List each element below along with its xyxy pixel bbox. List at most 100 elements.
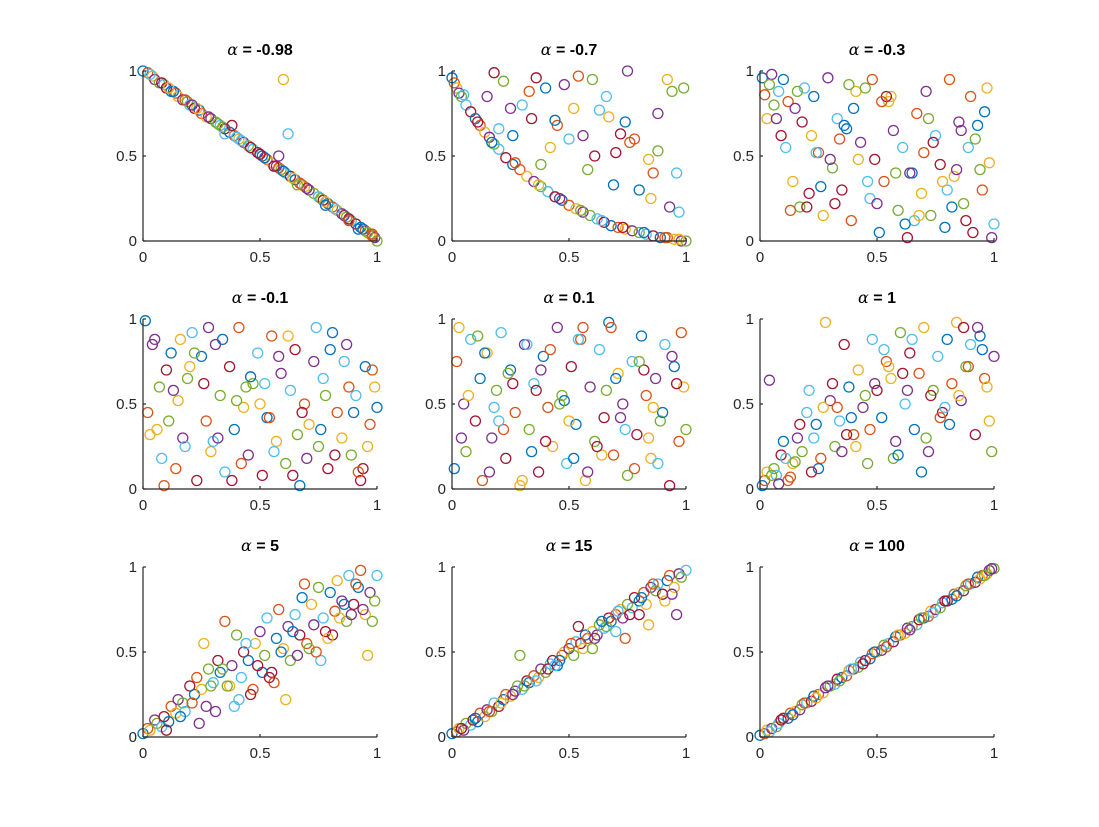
- data-point: [852, 153, 864, 166]
- data-point: [915, 187, 928, 200]
- data-point: [932, 350, 944, 363]
- data-point: [614, 411, 627, 424]
- data-point: [315, 654, 327, 667]
- data-point: [801, 406, 813, 419]
- data-point: [885, 372, 897, 385]
- data-point: [575, 333, 587, 346]
- x-tick-label: 0.5: [250, 497, 271, 514]
- data-point: [338, 598, 350, 611]
- data-point: [883, 637, 895, 650]
- data-point: [955, 394, 967, 407]
- data-point: [296, 179, 308, 191]
- data-point: [291, 428, 304, 441]
- data-point: [666, 588, 678, 600]
- data-point: [633, 355, 645, 368]
- panel-title-symbol: α: [541, 40, 552, 59]
- data-point: [964, 90, 977, 103]
- panel-title: α = -0.98: [227, 40, 293, 59]
- data-point: [472, 116, 484, 128]
- data-point: [791, 432, 804, 444]
- data-point: [221, 680, 233, 692]
- data-point: [481, 704, 493, 716]
- data-point: [144, 68, 156, 81]
- data-point: [775, 129, 787, 142]
- data-point: [530, 675, 542, 687]
- data-point: [305, 598, 318, 611]
- panel-title-value: = -0.3: [860, 42, 906, 59]
- panel-title-symbol: α: [849, 536, 860, 555]
- y-tick-label: 1: [746, 311, 754, 328]
- data-point: [354, 564, 367, 577]
- data-point: [568, 452, 580, 465]
- data-point: [887, 124, 900, 137]
- data-point: [219, 615, 231, 628]
- data-point: [563, 199, 575, 211]
- panel-title-symbol: α: [546, 536, 557, 555]
- data-point: [572, 620, 585, 633]
- panel-title: α = 15: [546, 536, 593, 555]
- data-point: [829, 197, 841, 210]
- y-tick-label: 1: [129, 559, 137, 576]
- data-point: [869, 153, 881, 166]
- data-point: [500, 152, 512, 164]
- x-tick-label: 0.5: [559, 745, 580, 762]
- data-point: [296, 591, 308, 604]
- data-point: [312, 440, 325, 453]
- data-point: [915, 466, 928, 478]
- data-point: [859, 389, 871, 402]
- y-tick-label: 0.5: [425, 644, 446, 661]
- data-point: [490, 384, 503, 397]
- data-point: [591, 629, 603, 641]
- data-point: [906, 620, 918, 633]
- data-point: [904, 624, 916, 636]
- data-point: [308, 355, 320, 368]
- data-point: [329, 605, 341, 617]
- data-point: [448, 77, 460, 89]
- data-point: [455, 722, 468, 735]
- data-point: [812, 146, 825, 159]
- data-point: [647, 167, 659, 179]
- data-point: [680, 423, 692, 436]
- scatter-panel-7: α = 5 0 0.5 1 0 0.5 1: [116, 536, 383, 762]
- data-point: [301, 452, 313, 465]
- data-point: [831, 112, 843, 125]
- data-point: [256, 469, 268, 482]
- data-point: [535, 364, 547, 376]
- data-point: [460, 445, 472, 458]
- data-point: [214, 666, 226, 679]
- panel-title-symbol: α: [543, 288, 554, 307]
- data-point: [649, 372, 662, 385]
- data-point: [516, 99, 528, 111]
- data-point: [345, 449, 357, 461]
- data-point: [539, 82, 552, 94]
- data-point: [565, 360, 577, 373]
- data-point: [481, 347, 493, 359]
- data-point: [532, 466, 545, 478]
- data-point: [518, 338, 531, 351]
- data-point: [885, 90, 897, 103]
- data-point: [266, 330, 278, 342]
- data-point: [962, 360, 974, 373]
- data-point: [301, 637, 313, 650]
- data-point: [610, 372, 622, 385]
- data-point: [908, 423, 921, 436]
- data-point: [680, 564, 692, 577]
- data-point: [340, 338, 353, 351]
- data-point: [312, 581, 325, 594]
- data-point: [960, 214, 972, 227]
- x-tick-label: 1: [990, 249, 998, 266]
- marker-group: [756, 68, 1000, 244]
- panel-title: α = -0.7: [541, 40, 598, 59]
- data-point: [209, 705, 222, 718]
- data-point: [184, 360, 196, 373]
- data-point: [544, 343, 556, 356]
- x-tick-label: 0: [448, 249, 456, 266]
- x-tick-label: 1: [990, 745, 998, 762]
- data-point: [556, 649, 568, 662]
- data-point: [840, 123, 853, 135]
- data-point: [647, 578, 659, 590]
- data-point: [780, 141, 792, 154]
- data-point: [319, 389, 332, 402]
- data-point: [345, 608, 357, 621]
- data-point: [929, 603, 942, 616]
